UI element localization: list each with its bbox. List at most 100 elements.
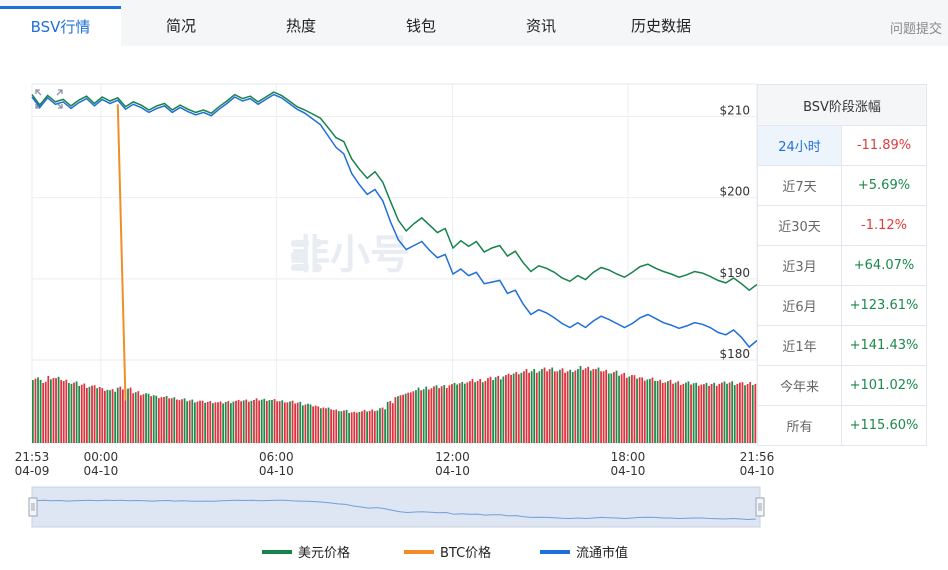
volume-bar [564, 372, 566, 443]
period-30d[interactable]: 近30天 [757, 205, 842, 246]
tab-wallet[interactable]: 钱包 [405, 17, 436, 35]
volume-bar [402, 394, 404, 443]
change-3m: +64.07% [841, 245, 927, 286]
volume-bar [337, 411, 340, 443]
x-tick-date: 04-10 [83, 464, 118, 478]
volume-bar [219, 401, 222, 443]
period-24h[interactable]: 24小时 [757, 125, 842, 166]
legend-usd-price[interactable]: 美元价格 [262, 542, 350, 561]
navigator-right-handle[interactable] [755, 497, 765, 517]
volume-bar [697, 385, 700, 443]
volume-bar [569, 369, 572, 443]
volume-bar [183, 398, 186, 443]
volume-bar [656, 381, 659, 443]
legend-btc-price[interactable]: BTC价格 [404, 542, 491, 561]
volume-bar [224, 401, 227, 443]
volume-bar [260, 399, 263, 443]
tab-popularity[interactable]: 热度 [285, 17, 316, 35]
tab-news[interactable]: 资讯 [525, 17, 556, 35]
x-tick-time: 21:53 [15, 450, 50, 464]
volume-bar [466, 382, 469, 443]
volume-bar [433, 386, 435, 443]
volume-bar [170, 398, 173, 443]
volume-bar [502, 376, 505, 443]
fullscreen-icon[interactable] [35, 89, 63, 109]
tab-overview[interactable]: 简况 [165, 17, 196, 35]
volume-bar [471, 379, 474, 443]
volume-bar [379, 408, 381, 443]
volume-bar [201, 400, 204, 443]
volume-bar [687, 381, 690, 443]
volume-bar [620, 374, 623, 443]
volume-bar [196, 401, 199, 443]
volume-bar [268, 400, 271, 443]
range-navigator[interactable] [28, 486, 765, 528]
volume-bar [584, 368, 587, 443]
volume-bar [525, 369, 528, 443]
volume-bar [335, 409, 338, 443]
period-7d[interactable]: 近7天 [757, 165, 842, 206]
price-lines [31, 91, 758, 401]
volume-bar [67, 382, 70, 443]
volume-bar [119, 386, 122, 443]
volume-bar [129, 387, 132, 443]
volume-bar [134, 392, 137, 443]
volume-bar [723, 381, 726, 443]
volume-bar [271, 399, 273, 443]
volume-bar [420, 390, 422, 443]
volume-bar [397, 396, 399, 443]
period-ytd[interactable]: 今年来 [757, 365, 842, 406]
volume-bar [250, 400, 253, 443]
volume-bar [386, 401, 389, 443]
navigator-line [35, 499, 757, 521]
volume-bar [651, 377, 654, 443]
tab-bsv-market[interactable]: BSV行情 [0, 6, 121, 46]
volume-bar [489, 376, 492, 443]
volume-bar [507, 373, 510, 443]
volume-bar [412, 391, 415, 443]
volume-bar [88, 386, 91, 443]
volume-bar [237, 399, 240, 443]
volume-bar [726, 383, 728, 443]
volume-bar [44, 381, 47, 443]
volume-bar [425, 386, 428, 443]
volume-bar [206, 401, 209, 443]
volume-bar [445, 387, 448, 443]
change-30d: -1.12% [841, 205, 927, 246]
volume-bar [376, 410, 379, 443]
volume-bar [178, 400, 181, 443]
period-6m[interactable]: 近6月 [757, 285, 842, 326]
volume-bar [361, 411, 363, 443]
volume-bar [589, 370, 592, 443]
volume-bar [309, 404, 312, 443]
price-chart: 非小号 $210$200$190$180 21:5304-0900:0004-1… [15, 83, 774, 528]
volume-bar [350, 412, 353, 443]
volume-bar [523, 371, 525, 443]
navigator-left-handle[interactable] [28, 497, 38, 517]
volume-bar [255, 398, 258, 443]
tab-history-data[interactable]: 历史数据 [630, 17, 691, 35]
period-all[interactable]: 所有 [757, 405, 842, 446]
volume-bar [73, 382, 75, 443]
volume-bar [661, 382, 664, 443]
volume-bar [461, 382, 464, 443]
volume-bar [610, 373, 613, 443]
volume-bar [602, 371, 605, 443]
period-1y[interactable]: 近1年 [757, 325, 842, 366]
volume-bar [613, 372, 615, 443]
x-tick-time: 00:00 [84, 450, 119, 464]
period-3m[interactable]: 近3月 [757, 245, 842, 286]
volume-bar [142, 394, 145, 443]
volume-bar [384, 409, 386, 443]
volume-bar [597, 367, 600, 443]
volume-bar [296, 402, 299, 443]
volume-bar [348, 413, 350, 443]
volume-bar [574, 370, 577, 443]
volume-bar [561, 368, 564, 443]
volume-bar [98, 386, 101, 443]
volume-bar [283, 402, 286, 443]
volume-bar [754, 383, 757, 443]
legend-market-cap[interactable]: 流通市值 [540, 542, 628, 561]
help-submit-link[interactable]: 问题提交 [889, 22, 942, 37]
x-tick-date: 04-10 [611, 464, 646, 478]
